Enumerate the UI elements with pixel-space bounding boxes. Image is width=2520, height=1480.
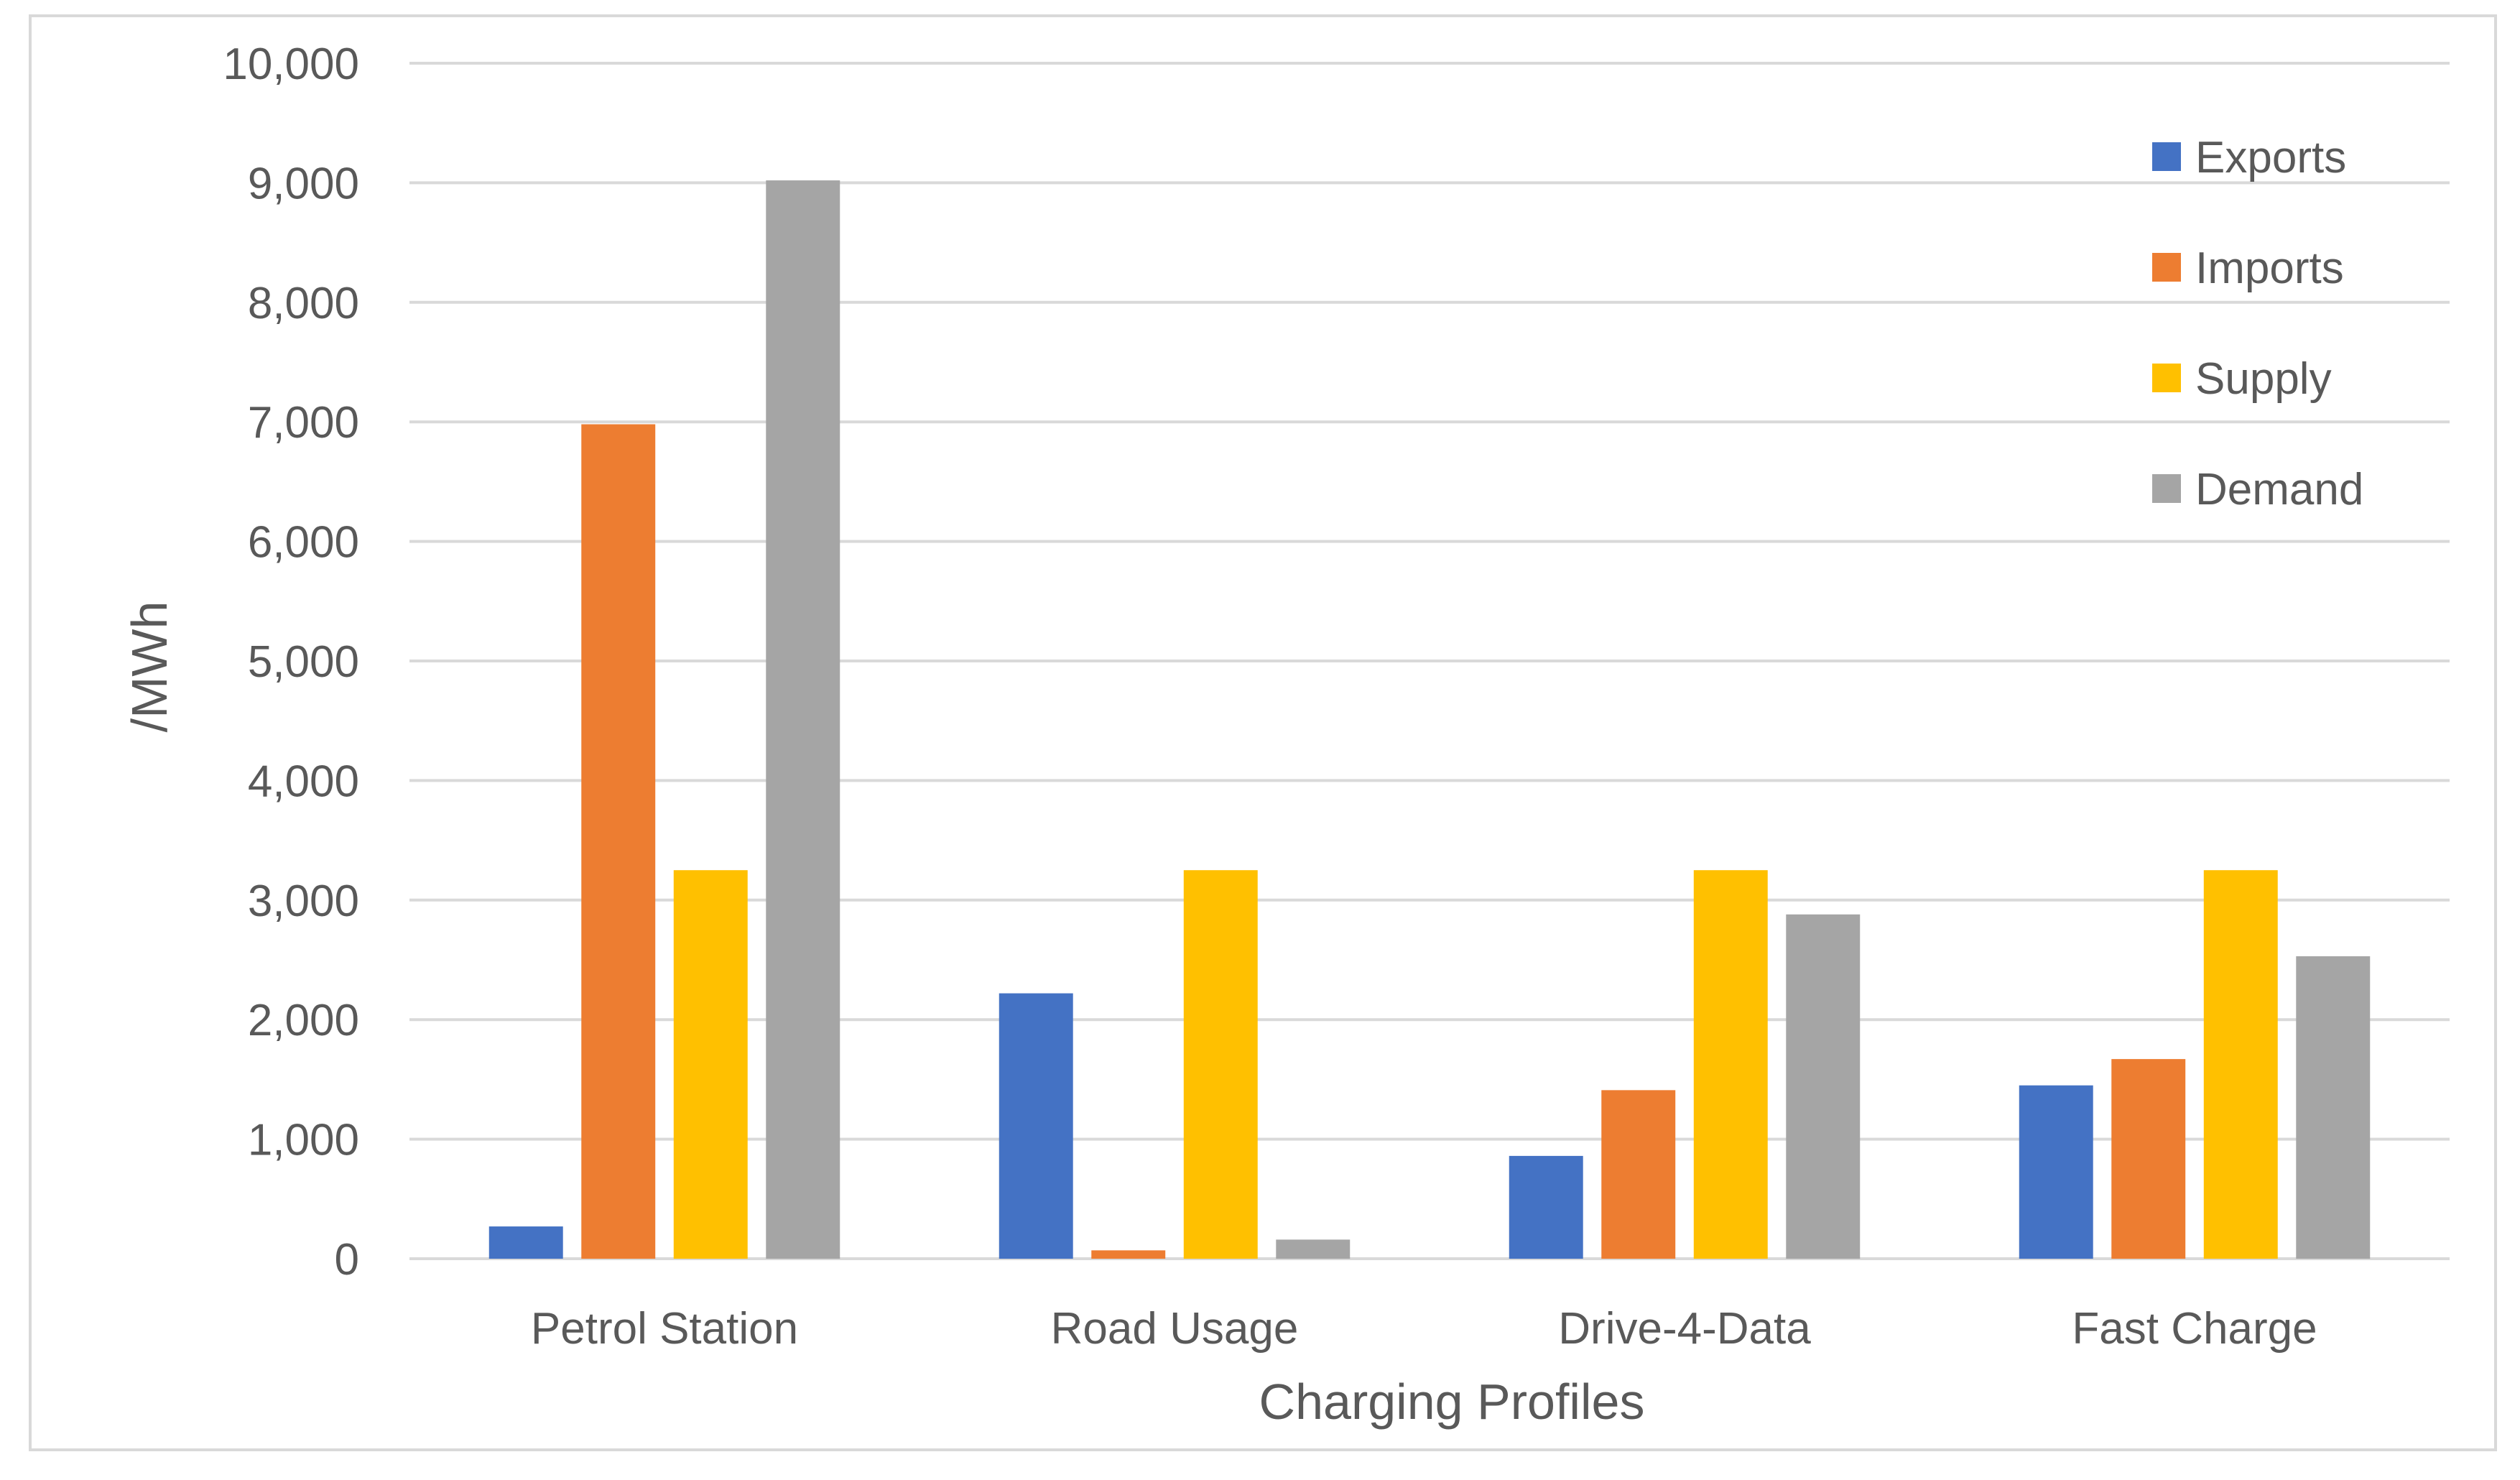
- legend-label-imports: Imports: [2195, 244, 2344, 293]
- legend-swatch-demand: [2152, 474, 2181, 503]
- x-tick-label: Fast Charge: [2072, 1304, 2317, 1354]
- legend-label-supply: Supply: [2195, 354, 2332, 404]
- y-tick-label: 8,000: [248, 279, 359, 328]
- y-axis-title: /MWh: [121, 601, 177, 733]
- x-axis-title: Charging Profiles: [1259, 1374, 1645, 1430]
- y-tick-label: 2,000: [248, 996, 359, 1045]
- x-tick-label: Petrol Station: [531, 1304, 798, 1354]
- bar-imports-petrol-station: [581, 424, 656, 1259]
- y-axis-ticks: 0 1,000 2,000 3,000 4,000 5,000 6,000 7,000 8,00…: [223, 40, 359, 1285]
- y-tick-label: 5,000: [248, 637, 359, 687]
- bar-demand-petrol-station: [766, 180, 840, 1259]
- bar-supply-drive-4-data: [1693, 870, 1768, 1259]
- y-tick-label: 6,000: [248, 518, 359, 568]
- bar-exports-drive-4-data: [1509, 1155, 1583, 1259]
- legend-swatch-exports: [2152, 142, 2181, 171]
- bar-exports-fast-charge: [2019, 1085, 2093, 1259]
- bar-demand-fast-charge: [2296, 956, 2371, 1259]
- legend-label-demand: Demand: [2195, 465, 2363, 514]
- y-tick-label: 10,000: [223, 40, 359, 89]
- legend-swatch-imports: [2152, 253, 2181, 282]
- legend-label-exports: Exports: [2195, 133, 2346, 182]
- bar-demand-road-usage: [1276, 1239, 1351, 1259]
- bar-demand-drive-4-data: [1786, 914, 1861, 1259]
- y-tick-label: 3,000: [248, 877, 359, 926]
- x-axis-ticks: Petrol Station Road Usage Drive-4-Data Fast…: [531, 1304, 2317, 1354]
- gridlines: [409, 62, 2450, 1260]
- legend-swatch-supply: [2152, 364, 2181, 392]
- bar-supply-road-usage: [1183, 870, 1258, 1259]
- bar-imports-drive-4-data: [1601, 1090, 1676, 1259]
- bar-exports-petrol-station: [488, 1226, 563, 1259]
- y-tick-label: 4,000: [248, 757, 359, 806]
- x-tick-label: Road Usage: [1051, 1304, 1299, 1354]
- bar-imports-road-usage: [1091, 1250, 1166, 1259]
- y-tick-label: 7,000: [248, 398, 359, 448]
- y-tick-label: 9,000: [248, 159, 359, 208]
- x-tick-label: Drive-4-Data: [1558, 1304, 1811, 1354]
- bar-exports-road-usage: [999, 993, 1073, 1259]
- y-tick-label: 0: [335, 1235, 359, 1285]
- bar-supply-petrol-station: [673, 870, 748, 1259]
- legend: Exports Imports Supply Demand: [2152, 133, 2363, 514]
- y-tick-label: 1,000: [248, 1116, 359, 1165]
- bars: [488, 180, 2371, 1259]
- bar-imports-fast-charge: [2111, 1059, 2186, 1259]
- bar-supply-fast-charge: [2203, 870, 2278, 1259]
